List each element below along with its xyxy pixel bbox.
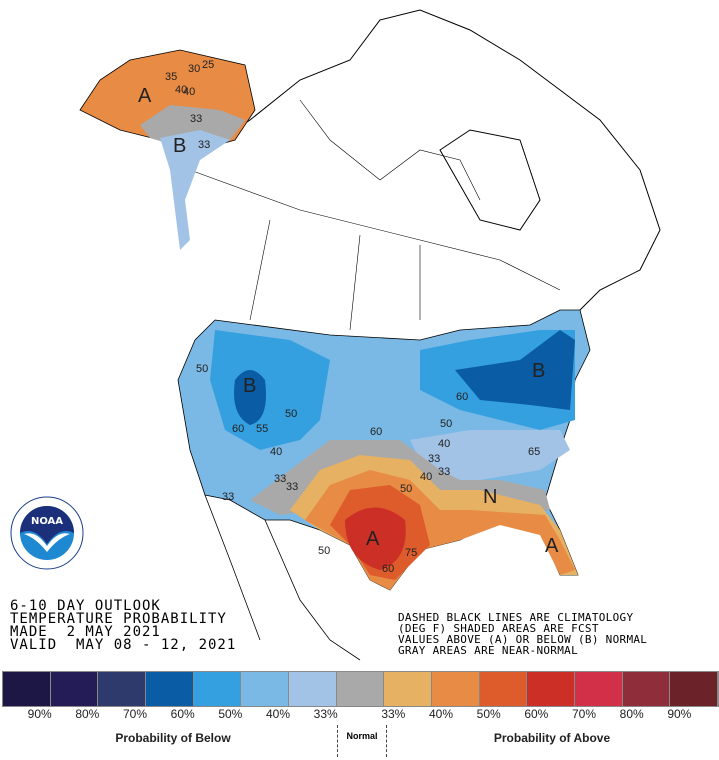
legend-swatch xyxy=(575,672,623,706)
probability-legend xyxy=(2,671,719,707)
contour-labels: 40 35 30 25 40 33 33 50 60 55 50 40 33 3… xyxy=(165,59,540,575)
normal-caption: Normal xyxy=(337,725,387,757)
legend-tick: 40% xyxy=(428,707,454,721)
legend-tick: 90% xyxy=(27,707,52,721)
legend-swatch xyxy=(670,672,719,706)
map-label: N xyxy=(483,486,497,508)
legend-swatch xyxy=(193,672,242,706)
map-label: A xyxy=(366,528,380,550)
map-label: A xyxy=(545,535,559,557)
legend-tick: 50% xyxy=(476,707,501,721)
title-line: TEMPERATURE PROBABILITY xyxy=(10,611,227,627)
contour-label: 35 xyxy=(165,71,177,83)
contour-label: 33 xyxy=(190,113,202,125)
legend-swatch xyxy=(384,672,433,706)
contour-label: 40 xyxy=(438,438,450,450)
contour-label: 50 xyxy=(285,408,297,420)
contour-label: 25 xyxy=(202,59,214,71)
legend-swatch xyxy=(98,672,147,706)
map-label: B xyxy=(243,375,256,397)
made-date: MADE 2 MAY 2021 xyxy=(10,624,161,640)
note-line: DASHED BLACK LINES ARE CLIMATOLOGY xyxy=(398,611,634,624)
contour-label: 33 xyxy=(198,139,210,151)
contour-label: 33 xyxy=(222,491,234,503)
contour-label: 40 xyxy=(420,471,432,483)
contour-label: 33 xyxy=(274,473,286,485)
contour-label: 40 xyxy=(183,86,195,98)
map-label: B xyxy=(173,135,186,157)
legend-tick: 60% xyxy=(524,707,549,721)
contour-label: 30 xyxy=(188,63,200,75)
contour-label: 60 xyxy=(232,423,244,435)
contour-label: 33 xyxy=(286,481,298,493)
legend-swatch xyxy=(50,672,99,706)
above-caption: Probability of Above xyxy=(493,731,611,745)
legend-swatch xyxy=(622,672,671,706)
contour-label: 60 xyxy=(456,391,468,403)
map-label: B xyxy=(532,360,545,382)
outlook-map: A B B B A A N 40 35 30 25 40 33 33 50 60… xyxy=(79,9,661,661)
legend-swatch xyxy=(527,672,576,706)
legend-tick: 60% xyxy=(170,707,195,721)
legend-swatch xyxy=(241,672,290,706)
legend-tick: 80% xyxy=(75,707,100,721)
canada-outline xyxy=(189,9,661,311)
map-notes: DASHED BLACK LINES ARE CLIMATOLOGY (DEG F… xyxy=(398,612,647,656)
contour-label: 55 xyxy=(256,423,268,435)
legend-tick: 70% xyxy=(571,707,597,721)
contour-label: 40 xyxy=(175,84,187,96)
svg-text:NOAA: NOAA xyxy=(31,516,63,527)
contour-label: 50 xyxy=(196,363,208,375)
legend-swatch xyxy=(289,672,337,706)
legend-tick: 40% xyxy=(265,707,291,721)
contour-label: 65 xyxy=(528,446,540,458)
legend-swatch xyxy=(479,672,528,706)
contour-label: 50 xyxy=(318,545,330,557)
legend-tick: 33% xyxy=(313,707,338,721)
legend-swatch xyxy=(146,672,194,706)
valid-dates: VALID MAY 08 - 12, 2021 xyxy=(10,637,237,653)
noaa-logo: NOAA xyxy=(10,496,84,570)
legend-swatch xyxy=(336,672,385,706)
contour-label: 60 xyxy=(370,426,382,438)
contour-label: 33 xyxy=(438,466,450,478)
contour-label: 75 xyxy=(405,547,417,559)
below-caption: Probability of Below xyxy=(115,731,231,745)
note-line: (DEG F) SHADED AREAS ARE FCST xyxy=(398,622,599,635)
contour-label: 50 xyxy=(440,418,452,430)
map-label: A xyxy=(138,85,152,107)
map-labels: A B B B A A N xyxy=(138,85,559,557)
outlook-title: 6-10 DAY OUTLOOK TEMPERATURE PROBABILITY M… xyxy=(10,598,237,653)
contour-label: 40 xyxy=(270,446,282,458)
legend-tick: 80% xyxy=(619,707,644,721)
note-line: GRAY AREAS ARE NEAR-NORMAL xyxy=(398,644,578,657)
legend-tick: 50% xyxy=(218,707,243,721)
contour-label: 60 xyxy=(382,563,394,575)
legend-tick: 90% xyxy=(667,707,692,721)
legend-tick: 70% xyxy=(122,707,148,721)
legend-swatch xyxy=(3,672,51,706)
legend-swatch xyxy=(432,672,480,706)
contour-label: 33 xyxy=(428,453,440,465)
contour-label: 50 xyxy=(400,483,412,495)
title-line: 6-10 DAY OUTLOOK xyxy=(10,598,161,614)
note-line: VALUES ABOVE (A) OR BELOW (B) NORMAL xyxy=(398,633,648,646)
legend-tick: 33% xyxy=(381,707,406,721)
